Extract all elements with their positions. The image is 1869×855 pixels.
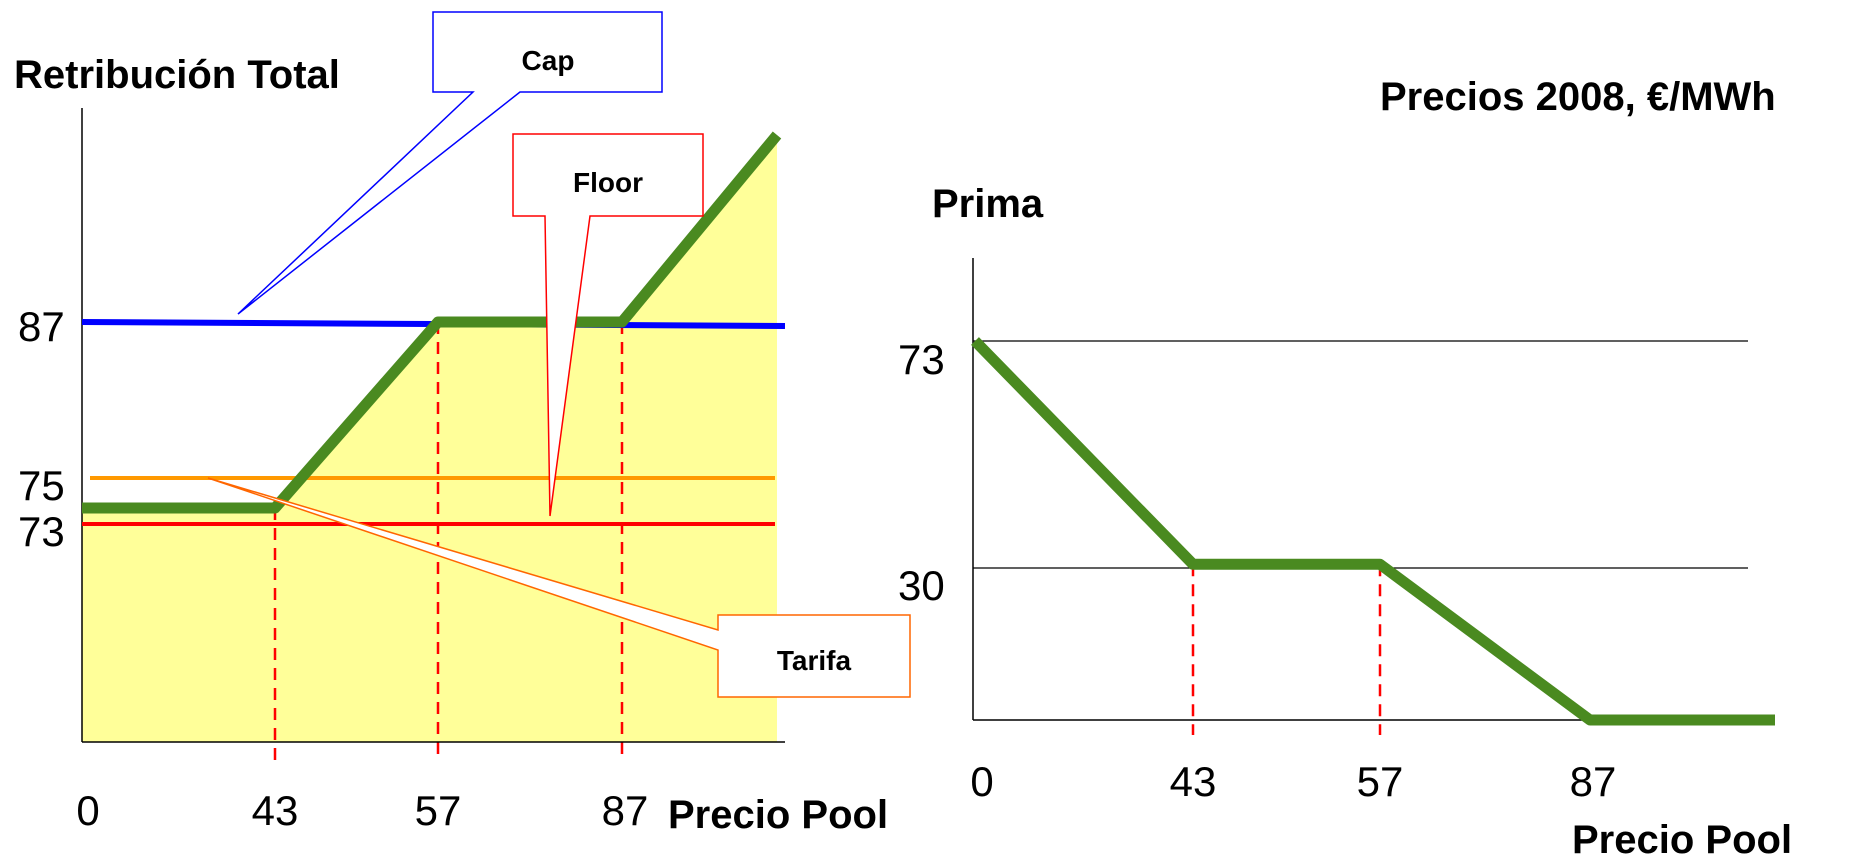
- retribucion-series-line: [82, 131, 782, 514]
- tarifa-callout: [207, 477, 911, 698]
- left-y-tick-73: 73: [18, 508, 65, 555]
- left-y-tick-75: 75: [18, 462, 65, 509]
- floor-callout: [512, 133, 704, 517]
- left-chart: Cap Floor Tarifa Retribución Total Preci…: [14, 11, 911, 837]
- left-x-tick-57: 57: [415, 787, 462, 834]
- right-x-tick-43: 43: [1170, 758, 1217, 805]
- right-x-axis-title: Precio Pool: [1572, 818, 1792, 855]
- cap-callout-label: Cap: [522, 45, 575, 76]
- prices-subtitle: Precios 2008, €/MWh: [1380, 75, 1776, 119]
- left-x-tick-43: 43: [252, 787, 299, 834]
- tarifa-callout-label: Tarifa: [777, 645, 852, 676]
- right-x-tick-87: 87: [1570, 758, 1617, 805]
- left-x-tick-87: 87: [602, 787, 649, 834]
- right-chart: Prima Precio Pool 73 30 0 43 57 87: [898, 182, 1792, 855]
- right-y-tick-73: 73: [898, 336, 945, 383]
- floor-callout-label: Floor: [573, 167, 643, 198]
- retribucion-area: [82, 135, 777, 742]
- prima-series-line: [971, 337, 1775, 726]
- right-y-tick-30: 30: [898, 562, 945, 609]
- right-y-axis-title: Prima: [932, 182, 1044, 226]
- right-x-tick-57: 57: [1357, 758, 1404, 805]
- right-dashed-markers: [1191, 564, 1382, 735]
- left-y-tick-87: 87: [18, 303, 65, 350]
- left-x-axis-title: Precio Pool: [668, 793, 888, 837]
- left-dashed-markers: [273, 322, 624, 760]
- left-y-axis-title: Retribución Total: [14, 53, 340, 97]
- left-x-tick-0: 0: [76, 787, 99, 834]
- cap-callout: [237, 11, 663, 315]
- right-x-tick-0: 0: [970, 758, 993, 805]
